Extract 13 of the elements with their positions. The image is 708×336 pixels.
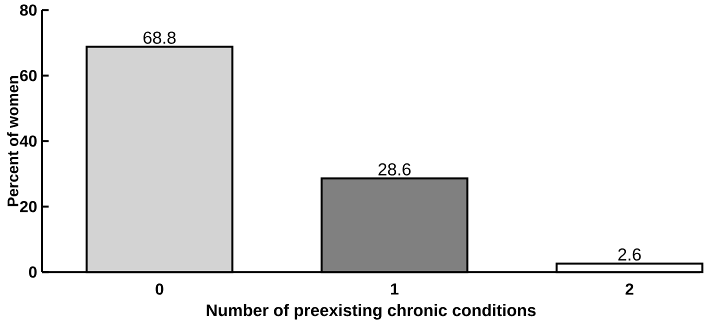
y-tick-label: 0	[29, 266, 37, 278]
x-tick-label: 1	[391, 283, 398, 294]
data-label: 28.6	[378, 163, 411, 176]
y-tick-label: 60	[20, 70, 37, 82]
y-tick-label: 20	[20, 200, 37, 212]
x-axis-title: Number of preexisting chronic conditions	[206, 304, 536, 320]
y-tick-label: 80	[20, 4, 37, 16]
y-axis-title: Percent of women	[7, 76, 18, 206]
y-tick-label: 40	[20, 135, 37, 147]
x-tick-label: 0	[156, 283, 164, 295]
data-label: 68.8	[144, 32, 176, 44]
x-tick-label: 2	[626, 283, 634, 295]
data-label: 2.6	[618, 248, 641, 261]
